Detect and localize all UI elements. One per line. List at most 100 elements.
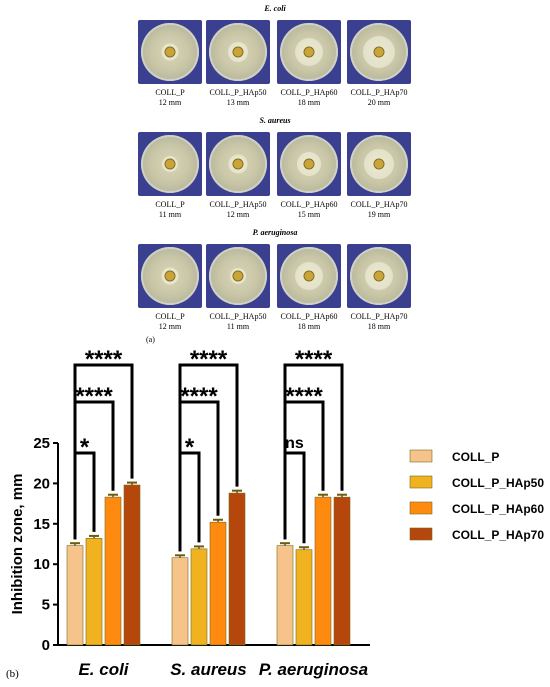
petri-dish-photo (277, 132, 341, 196)
bar-coll-p-hap60 (209, 521, 227, 646)
sample-disc (164, 158, 176, 170)
agar-plate (350, 247, 408, 305)
significance-label: ns (285, 435, 304, 452)
inhibition-zone-bar-chart: 0 5 10 15 20 25 Inhibition zone, mm E. coli S. a… (6, 346, 544, 680)
panel-a-label: (a) (146, 335, 155, 344)
zone-value: 12 mm (158, 98, 182, 107)
zone-value: 11 mm (158, 210, 182, 219)
bar-coll-p-hap60 (314, 496, 332, 646)
sample-disc (373, 270, 385, 282)
significance-label: **** (190, 346, 228, 373)
organism-title: S. aureus (259, 116, 291, 125)
legend-swatch (409, 475, 433, 489)
sample-name: COLL_P (155, 312, 185, 321)
agar-plate (141, 135, 199, 193)
agar-plate (209, 247, 267, 305)
significance-label: **** (285, 383, 323, 410)
sample-name: COLL_P (155, 88, 185, 97)
bar-coll-p (276, 545, 294, 646)
sample-disc (164, 270, 176, 282)
petri-dish-photo (347, 132, 411, 196)
y-tick-label: 20 (33, 475, 50, 492)
panel-b-label: (b) (6, 668, 19, 680)
sample-disc (303, 46, 315, 58)
petri-dish-photo (347, 244, 411, 308)
significance-label: * (185, 434, 195, 461)
sample-name: COLL_P_HAp70 (350, 88, 408, 97)
y-tick-label: 0 (42, 637, 50, 654)
zone-value: 15 mm (297, 210, 321, 219)
petri-dish-photo (277, 244, 341, 308)
sample-name: COLL_P_HAp60 (280, 312, 338, 321)
y-tick-label: 25 (33, 435, 50, 452)
significance-label: **** (180, 383, 218, 410)
sample-name: COLL_P_HAp60 (280, 200, 338, 209)
significance-bracket (283, 363, 344, 540)
bar-coll-p (66, 545, 84, 646)
bar-coll-p-hap50 (295, 549, 313, 646)
significance-label: **** (295, 346, 333, 373)
significance-label: **** (75, 383, 113, 410)
x-category-label: P. aeruginosa (259, 660, 368, 679)
agar-plate (350, 135, 408, 193)
y-tick-label: 10 (33, 556, 50, 573)
zone-value: 18 mm (297, 322, 321, 331)
petri-dish-photo (206, 20, 270, 84)
sample-name: COLL_P (155, 200, 185, 209)
significance-bracket (178, 363, 239, 552)
organism-title: E. coli (264, 4, 286, 13)
petri-dish-photo (347, 20, 411, 84)
sample-disc (232, 46, 244, 58)
sample-name: COLL_P_HAp70 (350, 312, 408, 321)
agar-plate (280, 23, 338, 81)
legend-swatch (409, 449, 433, 463)
sample-disc (232, 270, 244, 282)
sample-disc (303, 270, 315, 282)
petri-dish-photo (277, 20, 341, 84)
zone-value: 13 mm (226, 98, 250, 107)
y-tick-label: 5 (42, 597, 50, 614)
bar-coll-p (171, 557, 189, 646)
sample-name: COLL_P_HAp70 (350, 200, 408, 209)
significance-label: * (80, 434, 90, 461)
petri-dish-photo (138, 20, 202, 84)
sample-disc (373, 46, 385, 58)
legend-label: COLL_P_HAp70 (452, 528, 544, 542)
significance-bracket (178, 451, 201, 552)
bar-coll-p-hap60 (104, 496, 122, 646)
agar-plate (280, 247, 338, 305)
agar-plate (209, 135, 267, 193)
x-category-label: S. aureus (170, 660, 247, 679)
significance-label: **** (85, 346, 123, 373)
legend-swatch (409, 527, 433, 541)
organism-title: P. aeruginosa (252, 228, 298, 237)
sample-name: COLL_P_HAp50 (209, 88, 267, 97)
petri-dish-photo (138, 132, 202, 196)
zone-value: 12 mm (226, 210, 250, 219)
significance-bracket (283, 451, 306, 544)
zone-value: 19 mm (367, 210, 391, 219)
zone-value: 12 mm (158, 322, 182, 331)
panel-a-petri-dishes: E. coli COLL_P 12 mm COLL_P_HAp50 13 mm COLL_… (138, 4, 411, 331)
significance-bracket (73, 363, 134, 540)
agar-plate (280, 135, 338, 193)
sample-disc (164, 46, 176, 58)
legend-label: COLL_P_HAp50 (452, 476, 544, 490)
x-category-label: E. coli (78, 660, 129, 679)
legend-label: COLL_P_HAp60 (452, 502, 544, 516)
sample-name: COLL_P_HAp60 (280, 88, 338, 97)
agar-plate (141, 247, 199, 305)
bar-coll-p-hap50 (190, 548, 208, 646)
y-tick-label: 15 (33, 516, 50, 533)
zone-value: 11 mm (226, 322, 250, 331)
zone-value: 18 mm (297, 98, 321, 107)
sample-disc (303, 158, 315, 170)
bar-coll-p-hap50 (85, 538, 103, 646)
legend-swatch (409, 501, 433, 515)
legend-label: COLL_P (452, 450, 499, 464)
bar-coll-p-hap70 (123, 484, 141, 646)
bar-coll-p-hap70 (333, 496, 351, 646)
zone-value: 20 mm (367, 98, 391, 107)
y-axis-label: Inhibition zone, mm (9, 474, 26, 615)
agar-plate (141, 23, 199, 81)
